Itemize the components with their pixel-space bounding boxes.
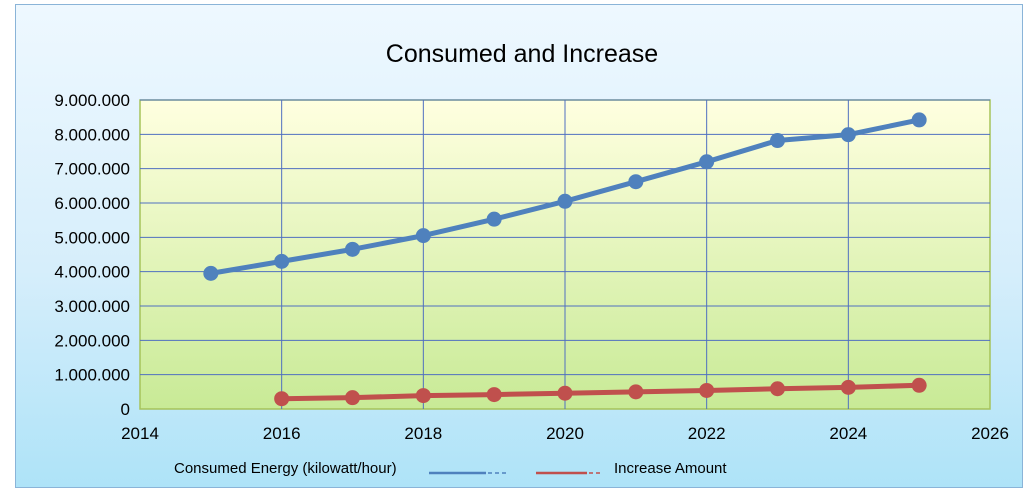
y-tick-label: 2.000.000 [54, 331, 130, 350]
data-point [911, 377, 927, 393]
data-point [840, 127, 856, 143]
x-tick-label: 2022 [688, 424, 726, 443]
y-tick-label: 6.000.000 [54, 194, 130, 213]
data-point [840, 379, 856, 395]
y-tick-label: 3.000.000 [54, 297, 130, 316]
data-point [345, 390, 360, 406]
data-point [557, 385, 573, 401]
legend: Consumed Energy (kilowatt/hour) Increase… [174, 460, 727, 477]
data-point [274, 253, 290, 269]
x-tick-label: 2024 [829, 424, 867, 443]
legend-label-increase: Increase Amount [614, 460, 727, 477]
series-line-1 [279, 382, 922, 402]
data-point [415, 388, 431, 404]
data-point [628, 174, 644, 190]
data-point [911, 112, 927, 128]
line-chart: Consumed and Increase 0 1.000.000 2.000.00… [54, 40, 1009, 477]
data-point [486, 387, 502, 403]
series-layer [203, 112, 927, 407]
data-point [628, 384, 644, 400]
x-tick-label: 2018 [404, 424, 442, 443]
data-point [486, 211, 502, 227]
data-point [770, 133, 785, 149]
y-tick-label: 9.000.000 [54, 91, 130, 110]
y-tick-label: 8.000.000 [54, 125, 130, 144]
y-tick-label: 4.000.000 [54, 263, 130, 282]
y-tick-label: 0 [121, 400, 130, 419]
data-point [274, 391, 290, 407]
y-tick-label: 1.000.000 [54, 366, 130, 385]
x-tick-label: 2016 [263, 424, 301, 443]
data-point [345, 241, 360, 257]
data-point [557, 193, 573, 209]
axis-tick-labels: 0 1.000.000 2.000.000 3.000.000 4.000.000 5.0… [54, 91, 1009, 443]
y-tick-label: 7.000.000 [54, 160, 130, 179]
chart-frame: Consumed and Increase 0 1.000.000 2.000.00… [15, 4, 1023, 488]
y-tick-label: 5.000.000 [54, 228, 130, 247]
legend-label-consumed: Consumed Energy (kilowatt/hour) [174, 460, 397, 477]
data-point [699, 154, 715, 170]
data-point [203, 265, 219, 281]
x-tick-label: 2020 [546, 424, 584, 443]
x-tick-label: 2026 [971, 424, 1009, 443]
x-tick-label: 2014 [121, 424, 159, 443]
data-point [699, 382, 715, 398]
data-point [770, 381, 785, 397]
data-point [415, 228, 431, 244]
chart-title: Consumed and Increase [386, 40, 658, 68]
